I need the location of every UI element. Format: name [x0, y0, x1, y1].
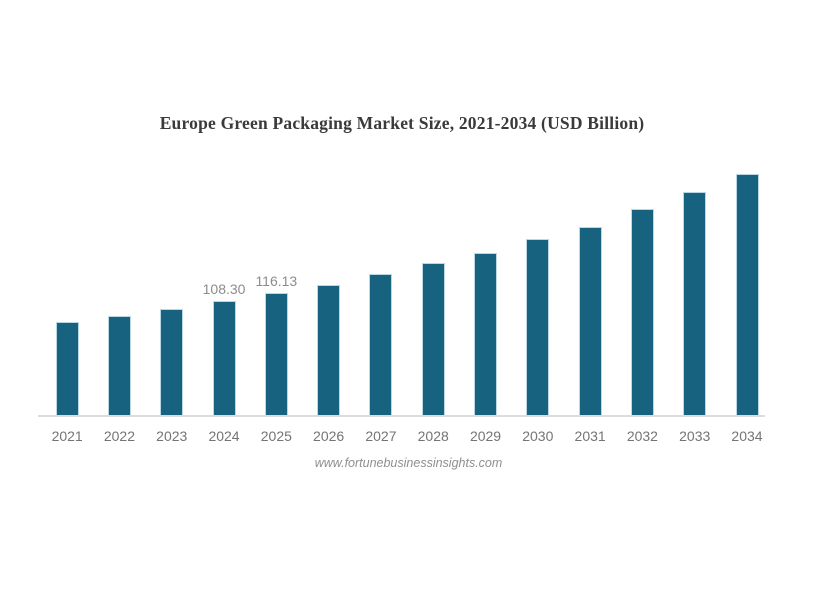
bar-column-2028: [407, 155, 459, 415]
x-tick-2030: 2030: [522, 428, 554, 444]
x-axis-line: [38, 415, 765, 417]
bar-2031: [578, 227, 602, 415]
x-tick-2027: 2027: [365, 428, 397, 444]
bar-2022: [107, 315, 131, 415]
bar-2033: [683, 191, 707, 415]
bar-column-2024: 108.30: [198, 155, 250, 415]
bar-column-2031: [564, 155, 616, 415]
chart-title: Europe Green Packaging Market Size, 2021…: [159, 113, 645, 133]
x-tick-2026: 2026: [313, 428, 345, 444]
bar-column-2034: [721, 155, 773, 415]
bar-column-2029: [459, 155, 511, 415]
bar-plot-area: 108.30 116.13: [41, 155, 773, 415]
x-tick-2034: 2034: [731, 428, 763, 444]
bar-column-2033: [669, 155, 721, 415]
x-tick-2024: 2024: [208, 428, 240, 444]
bar-column-2021: [41, 155, 93, 415]
bar-2025: [264, 292, 288, 415]
x-tick-2021: 2021: [51, 428, 83, 444]
x-tick-2025: 2025: [260, 428, 292, 444]
bar-value-label-2025: 116.13: [255, 272, 298, 289]
bar-2027: [369, 273, 393, 415]
bar-column-2026: [302, 155, 354, 415]
bar-2034: [735, 173, 759, 415]
bar-2023: [160, 308, 184, 415]
bar-column-2030: [512, 155, 564, 415]
bar-column-2025: 116.13: [250, 155, 302, 415]
x-tick-2033: 2033: [679, 428, 711, 444]
x-tick-2029: 2029: [469, 428, 502, 444]
source-website-text: www.fortunebusinessinsights.com: [314, 456, 503, 470]
x-tick-2022: 2022: [103, 428, 136, 444]
bar-column-2032: [616, 155, 668, 415]
x-tick-2031: 2031: [574, 428, 606, 444]
bar-2032: [630, 208, 654, 415]
bar-2024: [212, 301, 236, 415]
bar-column-2023: [146, 155, 198, 415]
bar-column-2022: [93, 155, 145, 415]
bar-2026: [317, 284, 341, 415]
bar-value-label-2024: 108.30: [202, 281, 246, 298]
x-tick-2023: 2023: [156, 428, 188, 444]
bar-2030: [526, 239, 550, 415]
bar-column-2027: [355, 155, 407, 415]
bar-2021: [55, 321, 79, 415]
x-axis-tick-labels: 2021 2022 2023 2024 2025 2026 2027 2028 2029 2030…: [41, 428, 773, 444]
bar-2028: [421, 262, 445, 415]
bar-2029: [474, 252, 498, 415]
x-tick-2028: 2028: [417, 428, 449, 444]
x-tick-2032: 2032: [626, 428, 658, 444]
